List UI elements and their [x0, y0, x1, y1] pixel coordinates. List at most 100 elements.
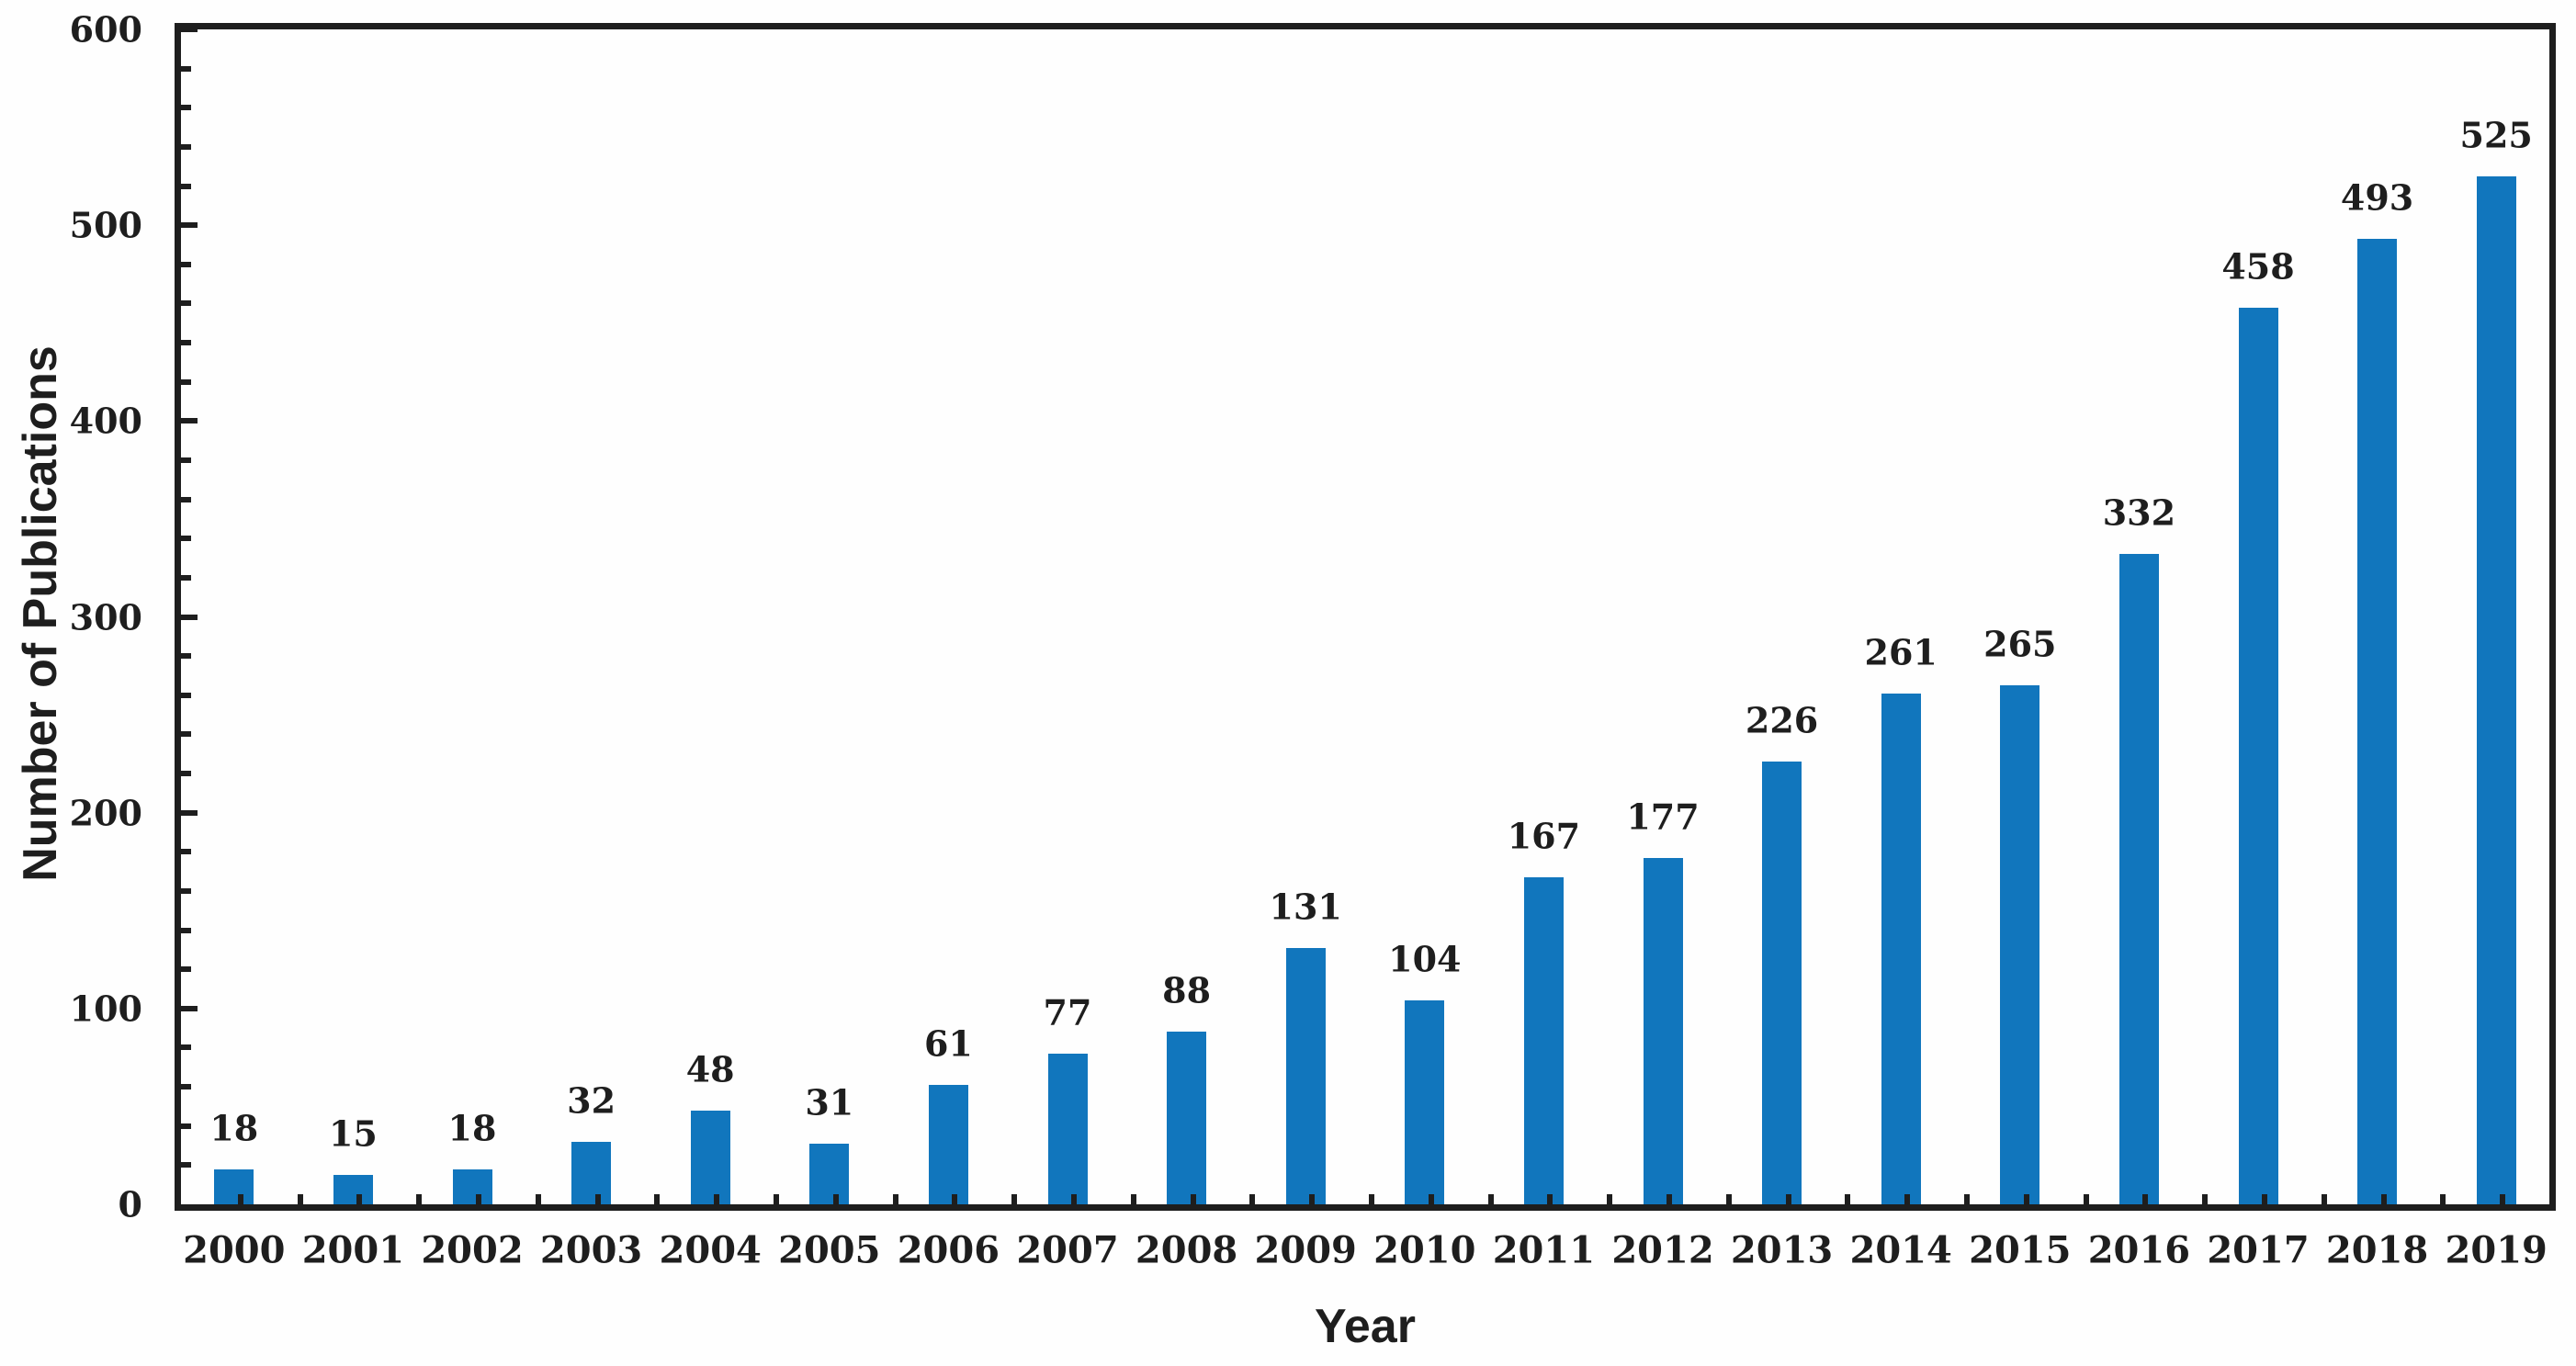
x-tick-boundary [2083, 1194, 2089, 1204]
x-axis-title: Year [1315, 1300, 1416, 1353]
x-tick-label-2005: 2005 [778, 1228, 881, 1272]
x-tick-label-2008: 2008 [1135, 1228, 1238, 1272]
bar-value-label-2007: 77 [1043, 991, 1092, 1033]
x-tick-label-2010: 2010 [1373, 1228, 1476, 1272]
y-major-tick [181, 809, 198, 816]
y-minor-tick [181, 771, 191, 777]
x-tick-center [2262, 1194, 2267, 1204]
bar-value-label-2017: 458 [2221, 245, 2295, 288]
bar-2015 [2000, 685, 2040, 1204]
y-minor-tick [181, 927, 191, 933]
bar-2005 [809, 1144, 850, 1204]
y-minor-tick [181, 1084, 191, 1090]
bar-2013 [1762, 762, 1802, 1204]
x-tick-center [356, 1194, 363, 1204]
y-minor-tick [181, 887, 191, 894]
bar-value-label-2004: 48 [685, 1048, 735, 1090]
x-tick-center [1785, 1194, 1791, 1204]
bar-value-label-2016: 332 [2102, 491, 2176, 534]
bar-value-label-2000: 18 [209, 1107, 259, 1149]
y-minor-tick [181, 731, 191, 738]
x-tick-label-2019: 2019 [2445, 1228, 2548, 1272]
x-tick-center [594, 1194, 601, 1204]
y-major-tick [181, 222, 198, 229]
bar-2001 [333, 1175, 373, 1204]
bar-value-label-2019: 525 [2459, 114, 2533, 156]
y-minor-tick [181, 536, 191, 542]
x-tick-label-2009: 2009 [1254, 1228, 1357, 1272]
bar-2019 [2476, 176, 2516, 1204]
x-tick-label-2000: 2000 [183, 1228, 286, 1272]
y-minor-tick [181, 1123, 191, 1129]
x-tick-center [1071, 1194, 1077, 1204]
x-tick-label-2012: 2012 [1611, 1228, 1714, 1272]
y-minor-tick [181, 340, 191, 346]
bar-value-label-2013: 226 [1745, 699, 1819, 741]
x-tick-boundary [1845, 1194, 1851, 1204]
x-tick-center [1309, 1194, 1316, 1204]
bar-2009 [1285, 948, 1326, 1204]
x-tick-boundary [892, 1194, 898, 1204]
x-tick-boundary [297, 1194, 303, 1204]
x-tick-boundary [535, 1194, 541, 1204]
bar-value-label-2001: 15 [328, 1112, 378, 1155]
bar-2004 [690, 1111, 730, 1204]
bar-value-label-2008: 88 [1162, 969, 1212, 1011]
bar-2017 [2238, 308, 2278, 1204]
x-tick-boundary [1607, 1194, 1613, 1204]
x-tick-label-2017: 2017 [2207, 1228, 2310, 1272]
x-tick-center [2380, 1194, 2387, 1204]
x-tick-label-2013: 2013 [1730, 1228, 1834, 1272]
x-tick-label-2011: 2011 [1492, 1228, 1596, 1272]
y-minor-tick [181, 653, 191, 660]
bar-value-label-2009: 131 [1269, 886, 1342, 928]
x-tick-center [1547, 1194, 1554, 1204]
x-tick-center [1428, 1194, 1434, 1204]
x-tick-center [476, 1194, 481, 1204]
y-tick-label-500: 500 [69, 204, 142, 246]
x-tick-boundary [416, 1194, 423, 1204]
x-tick-boundary [1249, 1194, 1256, 1204]
y-minor-tick [181, 183, 191, 189]
x-tick-center [1666, 1194, 1672, 1204]
bar-value-label-2003: 32 [567, 1079, 616, 1122]
x-tick-boundary [2202, 1194, 2209, 1204]
bar-value-label-2018: 493 [2340, 176, 2414, 219]
x-tick-label-2001: 2001 [301, 1228, 405, 1272]
y-tick-label-400: 400 [69, 400, 142, 442]
y-tick-label-600: 600 [69, 8, 142, 51]
y-tick-label-100: 100 [69, 988, 142, 1030]
y-major-tick [181, 614, 198, 620]
y-minor-tick [181, 300, 191, 307]
bar-2007 [1047, 1054, 1088, 1204]
bar-2008 [1167, 1032, 1207, 1204]
y-minor-tick [181, 105, 191, 111]
y-minor-tick [181, 692, 191, 698]
bar-value-label-2010: 104 [1388, 938, 1462, 980]
y-minor-tick [181, 1162, 191, 1168]
y-tick-label-300: 300 [69, 596, 142, 638]
x-tick-label-2004: 2004 [659, 1228, 762, 1272]
x-tick-center [1904, 1194, 1911, 1204]
y-minor-tick [181, 378, 191, 385]
bar-2002 [452, 1169, 492, 1204]
y-minor-tick [181, 574, 191, 581]
x-tick-boundary [1011, 1194, 1018, 1204]
bar-value-label-2011: 167 [1507, 815, 1581, 857]
bar-2016 [2118, 554, 2159, 1204]
bar-2014 [1881, 694, 1921, 1204]
bar-value-label-2005: 31 [805, 1081, 854, 1123]
x-tick-label-2015: 2015 [1969, 1228, 2072, 1272]
y-minor-tick [181, 496, 191, 502]
y-minor-tick [181, 457, 191, 463]
x-tick-center [2142, 1194, 2149, 1204]
x-tick-label-2016: 2016 [2087, 1228, 2191, 1272]
x-tick-boundary [1487, 1194, 1494, 1204]
x-tick-label-2006: 2006 [897, 1228, 1000, 1272]
y-major-tick [181, 418, 198, 424]
x-tick-boundary [2321, 1194, 2327, 1204]
bar-2006 [928, 1085, 968, 1204]
x-tick-label-2002: 2002 [421, 1228, 524, 1272]
plot-area [175, 23, 2556, 1211]
y-minor-tick [181, 261, 191, 267]
